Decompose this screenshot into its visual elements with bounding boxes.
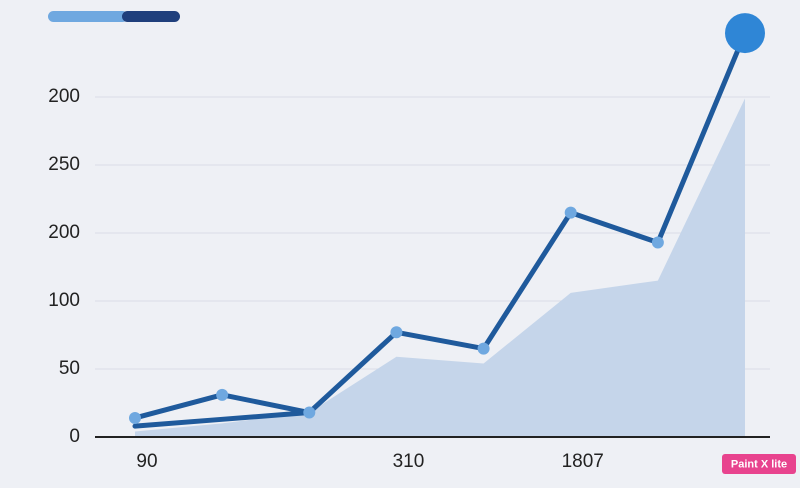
y-tick-label: 250 [48, 154, 80, 175]
watermark: Paint X lite [731, 458, 787, 470]
marker [564, 206, 577, 219]
watermark-box [722, 454, 796, 474]
y-tick-label: 200 [48, 222, 80, 243]
area [135, 98, 745, 438]
x-tick-label: 90 [136, 451, 157, 472]
y-tick-label: 100 [48, 290, 80, 311]
line [132, 410, 312, 429]
y-tick-label: 0 [69, 426, 80, 447]
line [132, 30, 748, 421]
marker [216, 388, 229, 401]
marker [303, 406, 316, 419]
marker [725, 13, 765, 54]
x-tick-label: 310 [393, 451, 425, 472]
y-tick-label: 50 [59, 358, 80, 379]
legend-swatch [122, 11, 180, 22]
marker [129, 411, 141, 424]
plot: 0 50 100 200 250 200 90 310 1807 [48, 13, 770, 472]
marker [651, 236, 664, 249]
x-tick-label: 1807 [562, 451, 604, 472]
marker [390, 326, 403, 339]
marker [477, 342, 490, 355]
y-tick-label: 200 [48, 86, 80, 107]
legend-swatch [48, 11, 128, 22]
